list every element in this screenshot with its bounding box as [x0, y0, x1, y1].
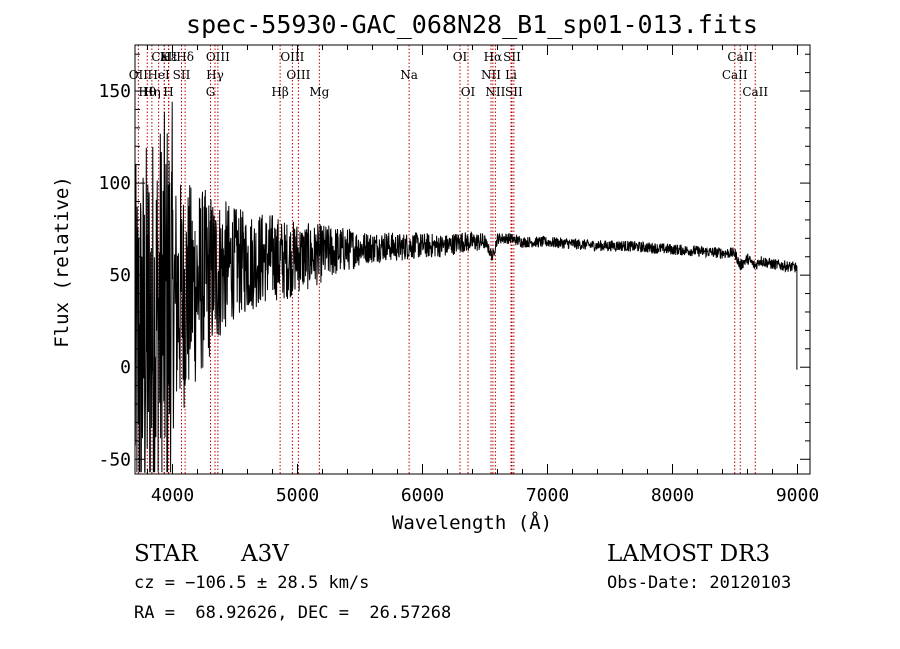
- line-marker-label: SII: [503, 50, 521, 64]
- line-marker-label: OIII: [206, 50, 230, 64]
- line-marker-label: H: [163, 85, 173, 99]
- line-marker-label: Hα: [484, 50, 503, 64]
- x-tick-label: 9000: [776, 485, 819, 506]
- line-marker-label: Mg: [309, 85, 329, 99]
- line-marker-label: Hη: [143, 85, 161, 99]
- spectrum-line: [134, 101, 798, 473]
- y-tick-label: 50: [109, 265, 131, 286]
- line-marker-label: CaII: [727, 50, 753, 64]
- line-marker-label: Hδ: [176, 50, 194, 64]
- x-tick-label: 5000: [276, 485, 319, 506]
- x-tick-label: 4000: [151, 485, 194, 506]
- line-marker-label: OIII: [280, 50, 304, 64]
- redshift-velocity: cz = −106.5 ± 28.5 km/s: [134, 573, 370, 593]
- line-marker-label: Hθ: [138, 85, 156, 99]
- x-tick-label: 6000: [401, 485, 444, 506]
- line-marker-label: SII: [173, 68, 191, 82]
- line-marker-label: OI: [453, 50, 468, 64]
- line-marker-label: K: [160, 50, 170, 64]
- line-marker-label: G: [206, 85, 216, 99]
- series-layer: [134, 101, 798, 473]
- line-marker-label: HeI: [147, 68, 170, 82]
- ra-dec: RA = 68.92626, DEC = 26.57268: [134, 603, 452, 623]
- line-marker-label: Li: [505, 68, 517, 82]
- line-marker-label: CaII: [722, 68, 748, 82]
- chart-title: spec-55930-GAC_068N28_B1_sp01-013.fits: [186, 10, 758, 39]
- x-axis-label: Wavelength (Å): [392, 511, 552, 534]
- y-tick-label: 150: [98, 81, 131, 102]
- line-marker-label: NII: [481, 68, 501, 82]
- line-marker-label: Na: [400, 68, 418, 82]
- line-marker-label: OI: [461, 85, 476, 99]
- y-tick-label: 100: [98, 173, 131, 194]
- y-tick-label: -50: [98, 449, 131, 470]
- plot-frame: [134, 44, 811, 475]
- survey-name: LAMOST DR3: [607, 541, 771, 567]
- axis-layer: 4000 5000 6000 7000 8000 9000 -50 0 50 100 150: [98, 45, 819, 506]
- object-class: STAR: [134, 541, 198, 567]
- obs-date: Obs-Date: 20120103: [607, 573, 792, 593]
- line-marker-label: OIII: [286, 68, 310, 82]
- y-tick-label: 0: [120, 357, 131, 378]
- x-tick-label: 8000: [651, 485, 694, 506]
- line-marker-label: CaII: [742, 85, 768, 99]
- line-marker-label: NII: [485, 85, 505, 99]
- x-tick-label: 7000: [526, 485, 569, 506]
- line-marker-label: Hε: [160, 50, 177, 64]
- object-subclass: A3V: [241, 541, 289, 567]
- line-marker-label: OII: [129, 68, 149, 82]
- y-axis-label: Flux (relative): [51, 176, 73, 348]
- line-marker-label: CaII: [151, 50, 177, 64]
- line-marker-label: Hγ: [206, 68, 224, 82]
- line-marker-label: Hβ: [271, 85, 288, 99]
- line-marker-label: SII: [505, 85, 523, 99]
